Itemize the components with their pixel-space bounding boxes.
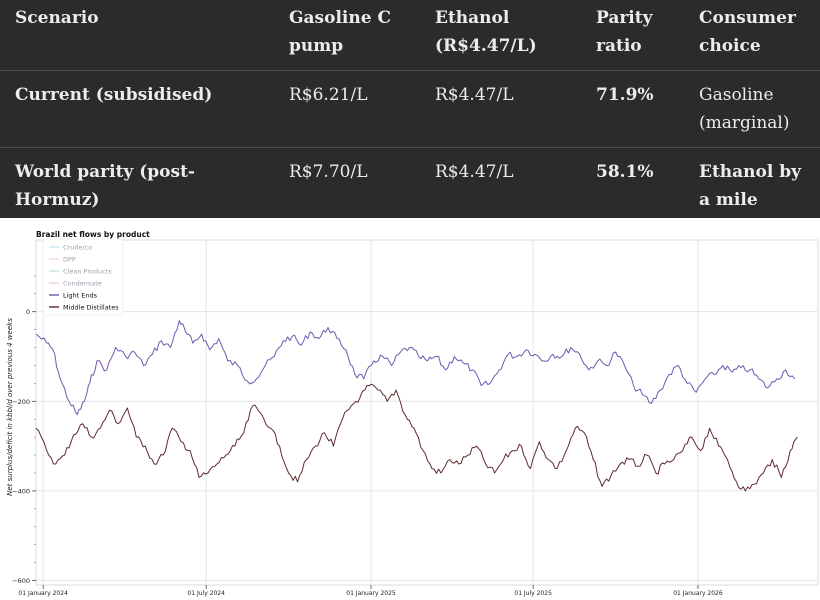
grid — [35, 239, 819, 586]
comparison-table: Scenario Gasoline C pump Ethanol (R$4.47… — [0, 0, 820, 218]
x-tick-label: 01 January 2025 — [346, 590, 396, 597]
row-ethanol: R$4.47/L — [435, 162, 514, 182]
legend: Crude/co DPP Clean Products Condensate Light… — [42, 238, 124, 316]
x-tick-label: 01 July 2024 — [187, 590, 225, 597]
series-lines — [35, 320, 798, 492]
row-ethanol: R$4.47/L — [435, 85, 514, 105]
row-scenario: Current (subsidised) — [15, 85, 213, 105]
x-tick-label: 01 January 2026 — [673, 590, 723, 597]
row-gasoline: R$7.70/L — [289, 162, 368, 182]
legend-label: Light Ends — [63, 291, 98, 299]
legend-label: Crude/co — [63, 243, 92, 251]
legend-label: Condensate — [63, 279, 102, 287]
header-ethanol: Ethanol (R$4.47/L) — [435, 8, 537, 56]
chart-title: Brazil net flows by product — [36, 230, 150, 239]
row-scenario: World parity (post-Hormuz) — [15, 162, 195, 210]
legend-label: DPP — [63, 255, 76, 263]
row-parity: 71.9% — [596, 85, 654, 105]
header-gasoline: Gasoline C pump — [289, 8, 391, 56]
y-tick-label: −200 — [12, 398, 30, 406]
axes: 0 −200 −400 −600 01 January 2024 01 July 2024… — [12, 275, 723, 597]
table-row: World parity (post-Hormuz) R$7.70/L R$4.… — [0, 147, 820, 218]
legend-label: Clean Products — [63, 267, 112, 275]
header-choice: Consumer choice — [699, 8, 796, 56]
header-scenario: Scenario — [15, 8, 99, 28]
series-line-light-ends — [35, 320, 796, 416]
plot-area — [35, 239, 819, 586]
header-parity: Parity ratio — [596, 8, 653, 56]
y-tick-label: −400 — [12, 487, 30, 495]
row-gasoline: R$6.21/L — [289, 85, 368, 105]
legend-label: Middle Distillates — [63, 303, 119, 311]
row-choice: Gasoline (marginal) — [699, 85, 790, 133]
x-tick-label: 01 July 2025 — [514, 590, 552, 597]
legend-box — [42, 238, 124, 316]
row-choice: Ethanol by a mile — [699, 162, 802, 210]
table-row: Current (subsidised) R$6.21/L R$4.47/L 7… — [0, 70, 820, 148]
y-tick-label: 0 — [26, 308, 30, 316]
x-tick-label: 01 January 2024 — [18, 590, 68, 597]
row-parity: 58.1% — [596, 162, 654, 182]
series-line-middle-distillates — [35, 383, 798, 492]
table-header-row: Scenario Gasoline C pump Ethanol (R$4.47… — [0, 0, 820, 71]
y-tick-label: −600 — [12, 577, 30, 585]
line-chart: 0 −200 −400 −600 01 January 2024 01 July 2024… — [12, 238, 819, 597]
